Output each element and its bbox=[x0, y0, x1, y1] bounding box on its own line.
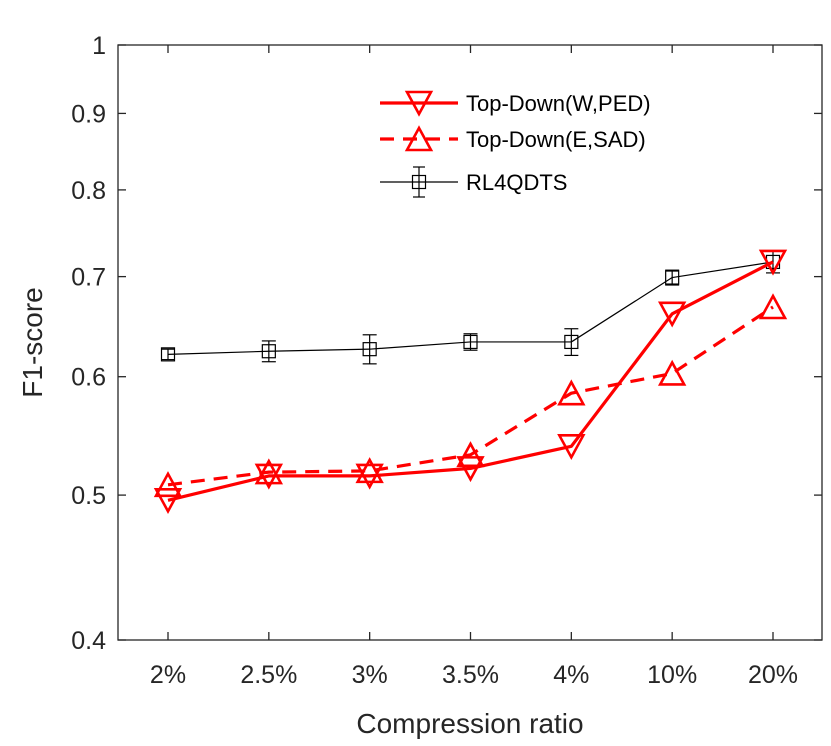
data-point bbox=[404, 125, 434, 152]
data-point bbox=[355, 457, 384, 484]
legend-sample-rl4qdts bbox=[380, 166, 458, 198]
error-bar bbox=[564, 328, 579, 357]
x-tick-label: 4% bbox=[553, 661, 589, 689]
series-top-down-w-ped bbox=[153, 249, 788, 515]
error-bar bbox=[362, 334, 377, 365]
legend-label-rl4qdts: RL4QDTS bbox=[466, 170, 567, 195]
y-tick-label: 1 bbox=[92, 32, 106, 60]
data-point bbox=[411, 174, 427, 190]
y-tick-label: 0.5 bbox=[71, 482, 106, 510]
data-point bbox=[564, 334, 579, 350]
legend-entry-rl4qdts: RL4QDTS bbox=[380, 166, 567, 198]
x-tick-label: 3% bbox=[352, 661, 388, 689]
legend-entry-top-down-e-sad: Top-Down(E,SAD) bbox=[380, 125, 646, 152]
legend: Top-Down(W,PED) Top-Down(E,SAD) RL4QDTS bbox=[372, 82, 722, 200]
data-point bbox=[404, 90, 434, 117]
x-tick-label: 2.5% bbox=[240, 661, 297, 689]
legend-sample-top-down-w-ped bbox=[380, 90, 458, 117]
legend-sample-top-down-e-sad bbox=[380, 125, 458, 152]
data-point bbox=[456, 456, 485, 483]
error-bar bbox=[161, 348, 175, 361]
y-tick-label: 0.9 bbox=[71, 100, 106, 128]
x-tick-label: 2% bbox=[150, 661, 186, 689]
x-axis: 2% 2.5% 3% 3.5% 4% 10% 20% bbox=[150, 45, 798, 689]
data-point bbox=[657, 301, 687, 328]
data-point bbox=[758, 249, 788, 276]
series-line bbox=[167, 305, 774, 487]
y-axis-label: F1-score bbox=[17, 287, 48, 397]
data-point bbox=[758, 293, 788, 320]
data-point bbox=[362, 342, 377, 357]
data-point bbox=[463, 334, 478, 350]
legend-label-top-down-w-ped: Top-Down(W,PED) bbox=[466, 91, 651, 116]
error-bar bbox=[463, 333, 478, 351]
x-tick-label: 10% bbox=[647, 661, 697, 689]
data-point bbox=[557, 379, 586, 406]
data-point bbox=[254, 463, 284, 490]
plot-layer bbox=[153, 249, 788, 515]
data-point bbox=[160, 347, 176, 362]
data-point bbox=[456, 441, 485, 468]
y-axis: 0.4 0.5 0.6 0.7 0.8 0.9 1 bbox=[71, 32, 822, 655]
y-tick-label: 0.8 bbox=[71, 177, 106, 205]
legend-entry-top-down-w-ped: Top-Down(W,PED) bbox=[380, 90, 651, 117]
y-tick-label: 0.4 bbox=[71, 627, 106, 655]
y-tick-label: 0.6 bbox=[71, 364, 106, 392]
data-point bbox=[153, 488, 183, 515]
data-point bbox=[665, 270, 680, 285]
series-top-down-e-sad bbox=[153, 293, 788, 498]
x-tick-label: 3.5% bbox=[442, 661, 499, 689]
error-bar bbox=[665, 269, 680, 286]
data-point bbox=[557, 434, 586, 461]
data-point bbox=[261, 344, 276, 359]
series-line bbox=[167, 260, 774, 502]
x-tick-label: 20% bbox=[748, 661, 798, 689]
data-point bbox=[657, 359, 687, 386]
data-point bbox=[153, 471, 183, 498]
data-point bbox=[355, 463, 384, 490]
data-point bbox=[254, 458, 284, 485]
x-axis-label: Compression ratio bbox=[356, 708, 583, 739]
y-tick-label: 0.7 bbox=[71, 264, 106, 292]
legend-label-top-down-e-sad: Top-Down(E,SAD) bbox=[466, 127, 646, 152]
